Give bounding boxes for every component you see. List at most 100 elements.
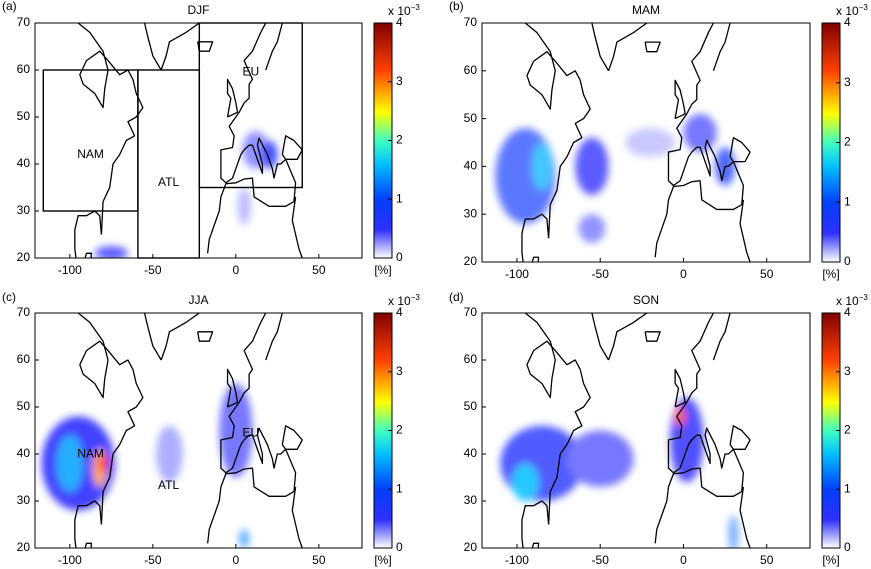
coastline bbox=[281, 425, 303, 450]
region-label: ATL bbox=[158, 175, 179, 189]
coastline bbox=[265, 23, 283, 71]
coastline bbox=[74, 210, 103, 258]
coastline bbox=[265, 313, 283, 361]
coastline bbox=[591, 23, 610, 72]
colorbar-tick-label: 2 bbox=[844, 135, 851, 149]
x-tick-label: 50 bbox=[760, 267, 774, 281]
axes-frame bbox=[34, 22, 363, 259]
intensity-patch bbox=[566, 430, 634, 487]
region-box bbox=[198, 22, 303, 189]
colorbar-exponent: x 10−3 bbox=[836, 293, 868, 308]
intensity-patch bbox=[575, 137, 609, 196]
y-tick-label: 60 bbox=[464, 63, 478, 77]
y-tick-label: 70 bbox=[17, 305, 31, 319]
intensity-patch bbox=[531, 142, 552, 191]
coastline bbox=[712, 313, 731, 361]
coastline bbox=[524, 23, 591, 239]
y-tick-label: 30 bbox=[464, 493, 478, 507]
intensity-patch bbox=[98, 454, 109, 473]
colorbar-tick-label: 2 bbox=[396, 133, 403, 147]
intensity-patch bbox=[237, 187, 251, 226]
y-tick-label: 30 bbox=[17, 493, 31, 507]
panel-label: (d) bbox=[449, 290, 464, 304]
x-tick-label: -100 bbox=[58, 553, 82, 567]
region-label: NAM bbox=[77, 147, 104, 161]
x-tick-label: 0 bbox=[680, 267, 687, 281]
coastline bbox=[74, 500, 103, 548]
panel-label: (a) bbox=[2, 0, 17, 13]
colorbar-unit: [%] bbox=[822, 553, 839, 567]
coastline bbox=[291, 196, 303, 258]
y-tick-label: 50 bbox=[17, 399, 31, 413]
region-label: EU bbox=[242, 425, 259, 439]
y-tick-label: 60 bbox=[17, 62, 31, 76]
exponent-power: −3 bbox=[411, 3, 421, 12]
intensity-patch bbox=[239, 529, 250, 548]
colorbar-unit: [%] bbox=[822, 267, 839, 281]
region-label: NAM bbox=[77, 447, 104, 461]
exponent-base: x 10 bbox=[388, 4, 411, 18]
coastline bbox=[160, 313, 200, 361]
coastline bbox=[160, 23, 200, 71]
region-box bbox=[137, 69, 201, 259]
exponent-power: −3 bbox=[859, 293, 869, 302]
x-tick-label: 0 bbox=[233, 553, 240, 567]
panel-label: (b) bbox=[449, 0, 464, 13]
y-tick-label: 70 bbox=[464, 15, 478, 29]
y-tick-label: 70 bbox=[17, 15, 31, 29]
colorbar-tick-label: 1 bbox=[396, 481, 403, 495]
map-area bbox=[41, 313, 303, 548]
intensity-field bbox=[495, 113, 736, 243]
colorbar-tick-label: 1 bbox=[844, 481, 851, 495]
y-tick-label: 50 bbox=[17, 109, 31, 123]
panel-title: MAM bbox=[632, 3, 660, 17]
intensity-patch bbox=[683, 113, 717, 153]
coastline bbox=[291, 486, 303, 548]
region-label: EU bbox=[242, 65, 259, 79]
axes-frame bbox=[481, 312, 811, 549]
y-tick-label: 60 bbox=[17, 352, 31, 366]
axes-frame bbox=[34, 312, 363, 549]
colorbar-exponent: x 10−3 bbox=[388, 3, 420, 18]
map-panel: (d) SON -100 -50 0 50 20 30 40 50 60 70 0 1 2 3 4x 10−3 [… bbox=[449, 290, 868, 567]
colorbar-tick-label: 0 bbox=[396, 250, 403, 264]
colorbar-tick-label: 0 bbox=[844, 254, 851, 268]
y-tick-label: 30 bbox=[17, 203, 31, 217]
y-tick-label: 50 bbox=[464, 399, 478, 413]
y-tick-label: 40 bbox=[17, 156, 31, 170]
colorbar-tick-label: 0 bbox=[844, 540, 851, 554]
coastline bbox=[739, 199, 751, 262]
coastline bbox=[674, 368, 686, 408]
coastline bbox=[644, 331, 661, 342]
exponent-power: −3 bbox=[411, 293, 421, 302]
intensity-patch bbox=[511, 463, 539, 502]
coastline bbox=[206, 23, 297, 254]
coastline bbox=[226, 78, 239, 118]
coastline bbox=[197, 331, 214, 342]
intensity-field bbox=[41, 383, 253, 548]
colorbar-unit: [%] bbox=[374, 553, 391, 567]
colorbar-tick-label: 3 bbox=[396, 74, 403, 88]
colorbar-tick-label: 4 bbox=[396, 15, 403, 29]
map-area bbox=[74, 23, 303, 258]
intensity-field bbox=[94, 131, 278, 258]
region-label: ATL bbox=[158, 478, 179, 492]
map-area bbox=[495, 23, 751, 262]
x-tick-label: -50 bbox=[592, 267, 610, 281]
coastline bbox=[729, 137, 751, 163]
y-tick-label: 20 bbox=[17, 250, 31, 264]
intensity-patch bbox=[625, 128, 676, 157]
colorbar-tick-label: 1 bbox=[396, 191, 403, 205]
x-tick-label: -50 bbox=[592, 553, 610, 567]
exponent-base: x 10 bbox=[388, 294, 411, 308]
panel-title: DJF bbox=[188, 3, 210, 17]
panel-title: JJA bbox=[188, 293, 208, 307]
y-tick-label: 50 bbox=[464, 111, 478, 125]
panel-label: (c) bbox=[2, 290, 16, 304]
exponent-base: x 10 bbox=[836, 4, 859, 18]
colorbar-unit: [%] bbox=[374, 263, 391, 277]
x-tick-label: 50 bbox=[312, 263, 326, 277]
axes-frame bbox=[481, 22, 811, 263]
colorbar-tick-label: 0 bbox=[396, 540, 403, 554]
